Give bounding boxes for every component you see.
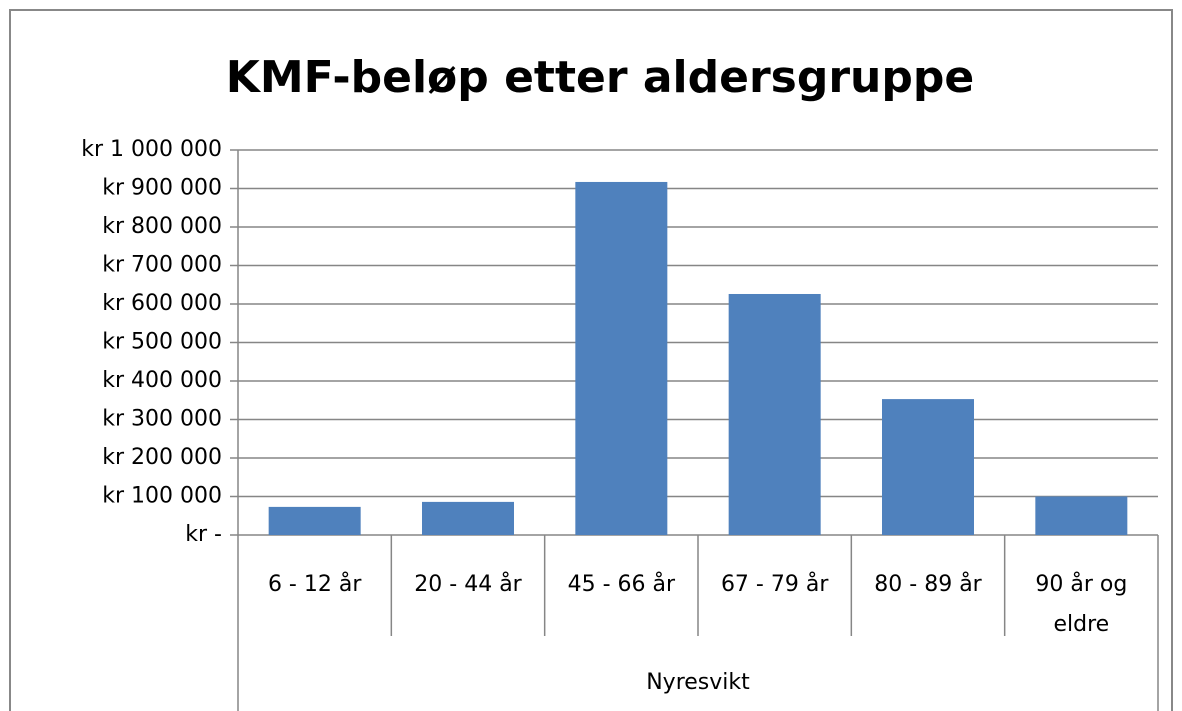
x-tick-label: 6 - 12 år: [268, 571, 362, 597]
x-tick-label: 67 - 79 år: [721, 571, 829, 597]
x-tick-label: 80 - 89 år: [874, 571, 982, 597]
bar: [1035, 496, 1128, 535]
x-tick-label: 20 - 44 år: [414, 571, 522, 597]
y-tick-label: kr 300 000: [102, 407, 222, 432]
y-tick-label: kr 900 000: [102, 176, 222, 201]
y-tick-label: kr 200 000: [102, 445, 222, 470]
y-tick-label: kr 500 000: [102, 330, 222, 355]
group-label: Nyresvikt: [646, 670, 750, 695]
bar: [268, 506, 361, 535]
bar: [728, 293, 821, 535]
chart-title: KMF-beløp etter aldersgruppe: [226, 52, 974, 103]
y-tick-label: kr 600 000: [102, 291, 222, 316]
y-tick-label: kr 800 000: [102, 214, 222, 239]
bar: [575, 181, 668, 535]
y-tick-label: kr -: [185, 522, 222, 547]
bar: [882, 399, 974, 535]
bar: [422, 501, 514, 535]
y-tick-label: kr 1 000 000: [81, 137, 222, 162]
x-tick-label: 90 år og eldre: [1035, 571, 1127, 637]
x-tick-label: 45 - 66 år: [568, 571, 676, 597]
y-tick-label: kr 400 000: [102, 368, 222, 393]
y-tick-label: kr 100 000: [102, 484, 222, 509]
y-tick-label: kr 700 000: [102, 253, 222, 278]
